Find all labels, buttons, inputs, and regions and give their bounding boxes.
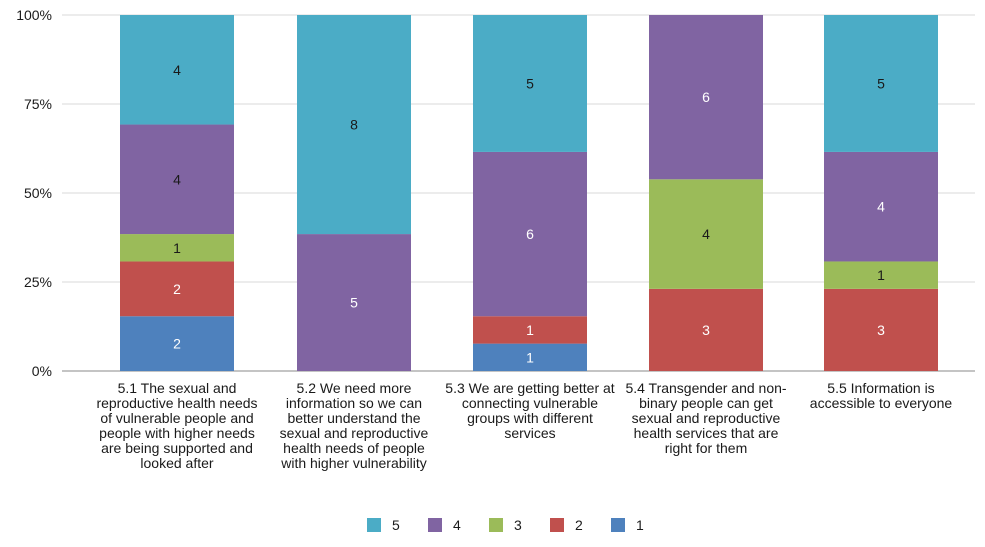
- bar-segment: [824, 261, 938, 289]
- data-label: 4: [877, 199, 885, 215]
- bar-segment: [120, 234, 234, 262]
- bar-segment: [649, 179, 763, 289]
- x-axis-category-label: 5.5 Information is accessible to everyon…: [809, 380, 953, 411]
- legend-label: 3: [514, 517, 522, 533]
- legend-swatch: [550, 518, 564, 532]
- x-axis-category-label: 5.4 Transgender and non-binary people ca…: [625, 380, 787, 456]
- legend-swatch: [611, 518, 625, 532]
- data-label: 5: [350, 295, 358, 311]
- data-label: 4: [173, 62, 181, 78]
- bar-segment: [120, 316, 234, 371]
- bar-segment: [824, 151, 938, 262]
- data-label: 3: [702, 322, 710, 338]
- y-tick-label: 0%: [32, 363, 52, 379]
- bar-segment: [473, 15, 587, 152]
- x-axis-category-label: 5.2 We need more information so we can b…: [279, 380, 429, 471]
- legend-swatch: [428, 518, 442, 532]
- legend-swatch: [367, 518, 381, 532]
- bar-segment: [297, 234, 411, 371]
- bar-segment: [473, 316, 587, 344]
- data-label: 2: [173, 281, 181, 297]
- legend-swatch: [489, 518, 503, 532]
- legend-label: 1: [636, 517, 644, 533]
- data-label: 3: [877, 322, 885, 338]
- y-tick-label: 50%: [24, 185, 52, 201]
- bar-segment: [473, 151, 587, 317]
- bar-segment: [649, 15, 763, 180]
- data-label: 1: [526, 322, 534, 338]
- data-label: 1: [173, 240, 181, 256]
- bar-segment: [649, 288, 763, 371]
- data-label: 4: [702, 226, 710, 242]
- data-label: 6: [526, 226, 534, 242]
- data-label: 5: [877, 75, 885, 91]
- legend-label: 4: [453, 517, 461, 533]
- data-label: 8: [350, 117, 358, 133]
- data-label: 5: [526, 75, 534, 91]
- bar-segment: [120, 261, 234, 317]
- data-label: 1: [877, 267, 885, 283]
- x-axis-category-label: 5.1 The sexual and reproductive health n…: [96, 380, 258, 471]
- data-label: 6: [702, 89, 710, 105]
- bar-segment: [473, 343, 587, 371]
- x-axis-category-label: 5.3 We are getting better at connecting …: [445, 380, 615, 441]
- y-tick-label: 75%: [24, 96, 52, 112]
- data-label: 4: [173, 171, 181, 187]
- bar-segment: [120, 124, 234, 235]
- legend-label: 2: [575, 517, 583, 533]
- legend-label: 5: [392, 517, 400, 533]
- y-tick-label: 25%: [24, 274, 52, 290]
- data-label: 1: [526, 349, 534, 365]
- data-label: 2: [173, 336, 181, 352]
- y-tick-label: 100%: [16, 7, 52, 23]
- bar-segment: [824, 15, 938, 152]
- bar-segment: [297, 15, 411, 235]
- bar-segment: [824, 288, 938, 371]
- bar-segment: [120, 15, 234, 125]
